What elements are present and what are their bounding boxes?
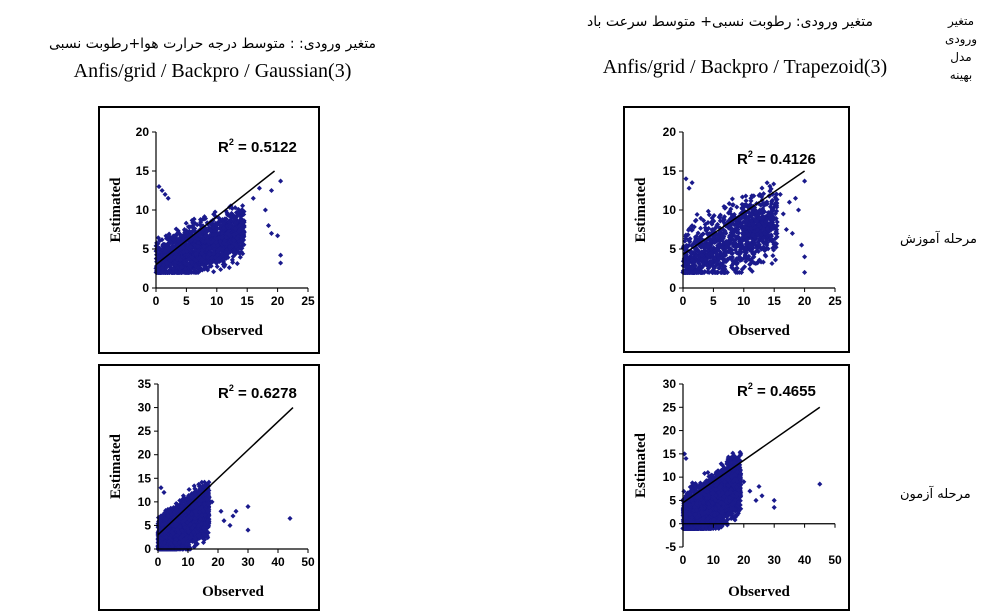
y-tick-label: 10 [136, 203, 150, 217]
chart-right-train: 0 5 10 15 20 25 0 5 10 15 20 Observed Estimated R2 = … [623, 106, 850, 353]
data-point [278, 179, 283, 184]
y-tick-label: 10 [663, 203, 677, 217]
data-point [163, 192, 168, 197]
chart-right-train-svg: 0 5 10 15 20 25 0 5 10 15 20 Observed Estimated R2 = … [625, 108, 848, 351]
data-points [153, 179, 283, 275]
y-tick-label: 15 [663, 164, 677, 178]
data-point [695, 212, 700, 217]
row-header-line: بهینه [938, 66, 984, 84]
train-row-label: مرحله آموزش [900, 232, 988, 247]
data-point [235, 261, 240, 266]
y-axis-label: Estimated [108, 177, 124, 243]
row-header-line: ورودی [938, 30, 984, 48]
col-left-model: Anfis/grid / Backpro / Gaussian(3) [0, 60, 425, 83]
data-point [687, 186, 692, 191]
row-header-line: مدل [938, 48, 984, 66]
data-point [278, 253, 283, 258]
data-point [790, 231, 795, 236]
data-point [240, 203, 245, 208]
data-point [278, 260, 283, 265]
y-tick-label: 5 [669, 242, 676, 256]
data-point [770, 253, 775, 258]
data-point [160, 188, 165, 193]
x-tick-label: 5 [710, 294, 717, 308]
data-point [796, 207, 801, 212]
data-point [787, 200, 792, 205]
data-point [802, 254, 807, 259]
data-point [773, 257, 778, 262]
x-axis-label: Observed [728, 323, 790, 339]
x-tick-label: 10 [210, 294, 224, 308]
data-point [690, 180, 695, 185]
x-tick-label: 0 [153, 294, 160, 308]
data-point [156, 184, 161, 189]
data-point [257, 186, 262, 191]
data-point [275, 233, 280, 238]
data-point [166, 196, 171, 201]
data-point [784, 227, 789, 232]
data-point [269, 231, 274, 236]
data-points [155, 480, 292, 552]
data-point [781, 211, 786, 216]
x-tick-label: 20 [798, 294, 812, 308]
data-point [793, 196, 798, 201]
col-left-title: متغیر ورودی: : متوسط درجه حرارت هوا+رطوب… [0, 36, 425, 52]
test-row-label: مرحله آزمون [900, 487, 988, 502]
data-point [187, 487, 192, 492]
data-point [218, 267, 223, 272]
data-point [769, 261, 774, 266]
x-tick-label: 5 [183, 294, 190, 308]
y-tick-label: 0 [142, 281, 149, 295]
x-tick-label: 15 [241, 294, 255, 308]
x-tick-label: 10 [737, 294, 751, 308]
data-points [680, 176, 807, 275]
y-axis-label: Estimated [633, 177, 649, 243]
col-right-model: Anfis/grid / Backpro / Trapezoid(3) [555, 56, 935, 79]
data-point [765, 180, 770, 185]
row-header-line: متغیر [938, 12, 984, 30]
data-point [227, 265, 232, 270]
data-point [698, 226, 703, 231]
data-point [802, 270, 807, 275]
x-tick-label: 25 [828, 294, 842, 308]
x-tick-label: 15 [768, 294, 782, 308]
data-point [263, 207, 268, 212]
data-point [759, 186, 764, 191]
data-point [266, 223, 271, 228]
x-tick-label: 25 [301, 294, 315, 308]
y-tick-label: 20 [136, 125, 150, 139]
r-squared-label: R2 = 0.4126 [737, 149, 816, 168]
x-tick-label: 0 [680, 294, 687, 308]
data-point [778, 192, 783, 197]
data-point [683, 176, 688, 181]
data-point [730, 196, 735, 201]
data-point [744, 198, 749, 203]
data-point [802, 179, 807, 184]
data-point [269, 188, 274, 193]
chart-left-train-svg: 0 5 10 15 20 25 0 5 10 15 20 Observed Estimated R2 = … [100, 108, 318, 352]
y-tick-label: 20 [663, 125, 677, 139]
col-right-title: متغیر ورودی: رطوبت نسبی+ متوسط سرعت باد [560, 14, 900, 30]
row-header-label: متغیر ورودی مدل بهینه [938, 12, 984, 84]
x-axis-label: Observed [201, 323, 263, 339]
y-tick-label: 0 [669, 281, 676, 295]
y-tick-label: 15 [136, 164, 150, 178]
data-point [251, 196, 256, 201]
x-tick-label: 20 [271, 294, 285, 308]
chart-left-train: 0 5 10 15 20 25 0 5 10 15 20 Observed Estimated R2 = … [98, 106, 320, 354]
data-point [211, 269, 216, 274]
y-tick-label: 5 [142, 242, 149, 256]
data-point [799, 243, 804, 248]
r-squared-label: R2 = 0.5122 [218, 137, 297, 156]
